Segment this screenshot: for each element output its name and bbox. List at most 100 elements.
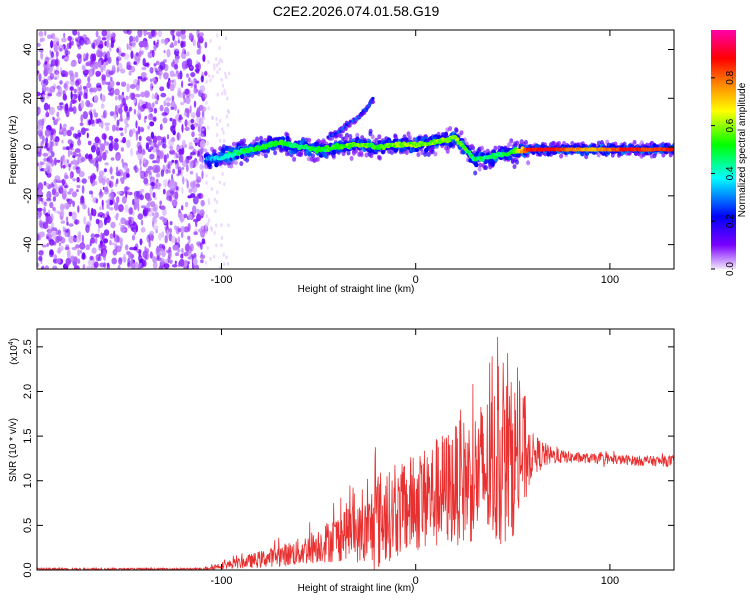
noise-point	[137, 125, 141, 135]
noise-point	[161, 244, 165, 249]
noise-point	[162, 117, 168, 124]
noise-point	[140, 226, 146, 233]
noise-point	[103, 262, 106, 269]
noise-point	[215, 133, 219, 138]
noise-point	[184, 243, 190, 252]
noise-point	[184, 107, 190, 114]
noise-point	[45, 183, 50, 188]
noise-point	[121, 256, 127, 262]
noise-point	[171, 61, 175, 67]
noise-point	[151, 85, 154, 89]
noise-point	[176, 173, 180, 177]
noise-point	[199, 128, 205, 132]
noise-point	[215, 117, 218, 122]
noise-point	[126, 139, 131, 149]
noise-point	[87, 76, 91, 83]
noise-point	[104, 186, 109, 193]
noise-point	[48, 104, 51, 110]
noise-point	[116, 119, 120, 127]
noise-point	[157, 251, 162, 256]
noise-point	[64, 174, 69, 180]
noise-point	[182, 139, 186, 149]
noise-point	[37, 42, 41, 47]
noise-point	[56, 111, 60, 118]
noise-point	[190, 72, 196, 78]
noise-point	[53, 133, 56, 141]
noise-point	[221, 127, 224, 132]
noise-point	[152, 216, 156, 223]
noise-point	[126, 111, 130, 118]
noise-point	[213, 63, 216, 68]
noise-point	[221, 91, 224, 96]
spectral-halo-point	[433, 151, 438, 157]
noise-point	[175, 252, 180, 257]
colorbar-tick-label: 0.2	[725, 214, 736, 228]
noise-point	[171, 159, 175, 163]
noise-point	[97, 225, 100, 234]
noise-point	[170, 30, 175, 36]
noise-point	[132, 211, 135, 216]
noise-point	[56, 159, 61, 163]
noise-point	[120, 217, 126, 225]
noise-point	[143, 76, 148, 81]
noise-point	[214, 223, 218, 228]
colorbar-tick-label: 0.8	[725, 70, 736, 84]
noise-point	[146, 197, 153, 202]
noise-point	[66, 221, 69, 226]
noise-point	[220, 243, 223, 248]
noise-point	[168, 80, 172, 84]
noise-point	[59, 203, 65, 212]
noise-point	[133, 246, 138, 251]
noise-point	[177, 227, 182, 233]
noise-point	[184, 126, 190, 131]
spectral-halo-point	[273, 150, 278, 156]
noise-point	[70, 91, 73, 100]
noise-point	[193, 100, 197, 108]
noise-point	[159, 200, 163, 206]
noise-point	[131, 39, 136, 48]
noise-point	[215, 243, 218, 248]
noise-point	[192, 196, 199, 205]
noise-point	[84, 73, 88, 78]
noise-point	[93, 261, 99, 268]
noise-point	[72, 236, 76, 243]
noise-point	[117, 264, 121, 269]
noise-point	[74, 71, 79, 78]
spectrogram-ylabel: Frequency (Hz)	[8, 116, 19, 185]
noise-point	[170, 235, 176, 244]
noise-point	[128, 207, 134, 215]
noise-point	[195, 172, 199, 178]
noise-point	[57, 246, 61, 255]
noise-point	[70, 79, 75, 86]
noise-point	[102, 206, 104, 210]
noise-point	[166, 134, 170, 140]
noise-point	[67, 198, 73, 205]
noise-point	[114, 96, 118, 101]
spectral-band-point	[504, 155, 509, 161]
noise-point	[212, 254, 216, 259]
spectral-halo-point	[515, 140, 520, 146]
noise-point	[126, 43, 129, 50]
noise-point	[207, 198, 210, 203]
noise-point	[118, 118, 124, 122]
noise-point	[154, 164, 160, 172]
noise-point	[216, 70, 219, 75]
noise-point	[159, 247, 164, 252]
noise-point	[106, 202, 110, 209]
noise-point	[157, 70, 163, 76]
secondary-ridge-halo	[371, 99, 375, 105]
noise-point	[118, 50, 122, 57]
spectral-halo-point	[263, 153, 268, 159]
noise-point	[117, 107, 123, 115]
noise-point	[59, 80, 63, 85]
noise-point	[139, 262, 142, 267]
noise-point	[198, 156, 203, 162]
noise-point	[179, 154, 184, 163]
noise-point	[166, 48, 171, 58]
noise-point	[94, 112, 99, 118]
noise-point	[200, 131, 206, 138]
noise-point	[175, 226, 180, 235]
noise-point	[45, 141, 48, 148]
spectral-halo-point	[259, 135, 263, 141]
noise-point	[149, 153, 155, 160]
